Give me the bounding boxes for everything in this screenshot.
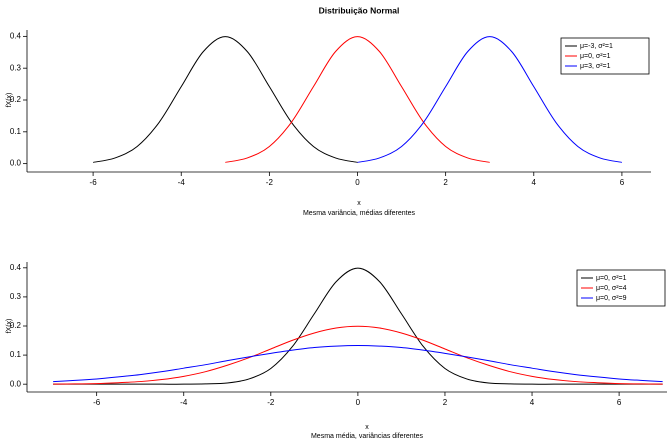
x-tick-label: 2	[443, 178, 448, 187]
x-axis-label: x	[357, 200, 361, 207]
x-axis-label: x	[365, 424, 369, 431]
y-axis-label: fX(x)	[6, 93, 13, 108]
x-tick-label: -4	[178, 178, 186, 187]
line-series	[225, 37, 489, 163]
x-tick-label: 0	[355, 178, 360, 187]
x-tick-label: -6	[93, 398, 101, 407]
legend-label: μ=0, σ²=1	[580, 53, 611, 60]
x-tick-label: 2	[443, 398, 448, 407]
y-tick-label: 0.1	[10, 127, 22, 136]
legend-label: μ=0, σ²=4	[596, 285, 627, 292]
legend-label: μ=3, σ²=1	[580, 63, 611, 70]
y-tick-label: 0.3	[10, 292, 22, 301]
chart-title: Distribuição Normal	[319, 5, 400, 15]
line-series	[93, 37, 357, 163]
y-tick-label: 0.0	[10, 379, 22, 388]
y-axis-label: fX(x)	[6, 319, 13, 334]
x-tick-label: 6	[620, 178, 625, 187]
subtitle: Mesma média, variâncias diferentes	[311, 433, 424, 440]
y-tick-label: 0.1	[10, 350, 22, 359]
line-series	[53, 326, 663, 384]
y-tick-label: 0.0	[10, 159, 22, 168]
legend-label: μ=0, σ²=1	[596, 275, 627, 282]
subtitle: Mesma variância, médias diferentes	[303, 210, 416, 217]
y-tick-label: 0.4	[10, 31, 22, 40]
x-tick-label: 4	[530, 398, 535, 407]
x-tick-label: -2	[266, 178, 274, 187]
y-tick-label: 0.3	[10, 63, 22, 72]
line-series	[53, 345, 663, 381]
x-tick-label: 6	[617, 398, 622, 407]
x-tick-label: 4	[532, 178, 537, 187]
figure: Distribuição Normal-6-4-202460.00.10.20.…	[0, 0, 667, 443]
legend-label: μ=0, σ²=9	[596, 295, 627, 302]
legend-label: μ=-3, σ²=1	[580, 43, 613, 50]
x-tick-label: -6	[90, 178, 98, 187]
x-tick-label: -2	[267, 398, 275, 407]
y-tick-label: 0.4	[10, 263, 22, 272]
x-tick-label: 0	[356, 398, 361, 407]
x-tick-label: -4	[180, 398, 188, 407]
